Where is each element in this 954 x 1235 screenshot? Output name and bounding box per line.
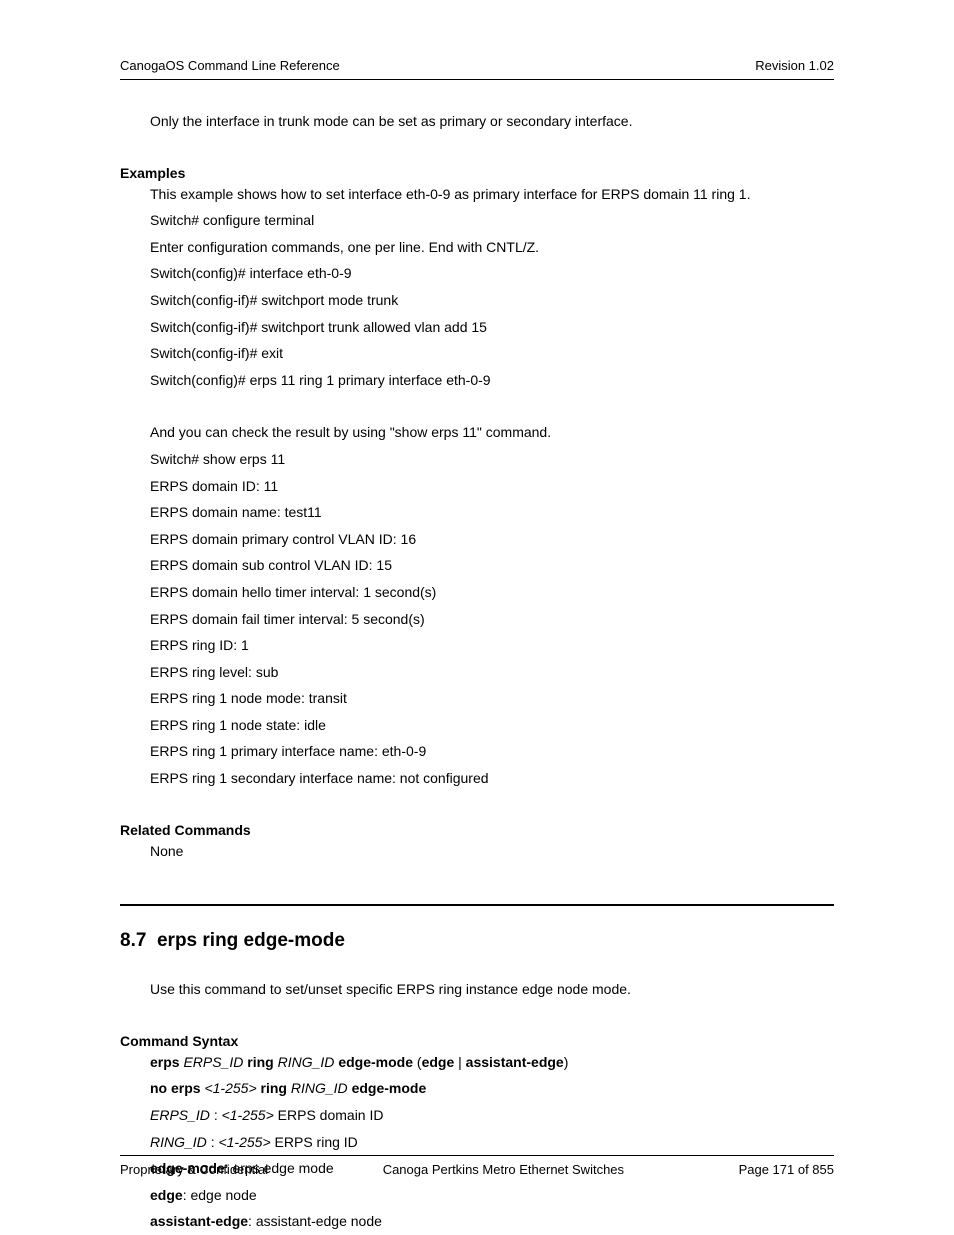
page: CanogaOS Command Line Reference Revision…: [0, 0, 954, 1235]
syntax-token: RING_ID: [291, 1080, 352, 1096]
syntax-token: RING_ID: [150, 1134, 211, 1150]
example-line: Switch(config)# interface eth-0-9: [150, 260, 834, 287]
syntax-token: ERPS_ID: [150, 1107, 214, 1123]
example-line: ERPS ring ID: 1: [150, 632, 834, 659]
example-line: Switch(config-if)# switchport trunk allo…: [150, 314, 834, 341]
syntax-token: assistant-edge: [150, 1213, 248, 1229]
syntax-token: |: [454, 1054, 465, 1070]
syntax-token: : assistant-edge node: [248, 1213, 382, 1229]
example-line: ERPS domain hello timer interval: 1 seco…: [150, 579, 834, 606]
intro-block: Only the interface in trunk mode can be …: [120, 108, 834, 135]
syntax-token: ERPS ring ID: [271, 1134, 358, 1150]
header-left: CanogaOS Command Line Reference: [120, 58, 340, 73]
blank-line: [150, 393, 834, 419]
section-intro: Use this command to set/unset specific E…: [150, 976, 834, 1003]
syntax-token: edge: [422, 1054, 455, 1070]
footer-center: Canoga Pertkins Metro Ethernet Switches: [383, 1162, 624, 1177]
command-syntax-label: Command Syntax: [120, 1033, 834, 1049]
example-line: ERPS ring 1 node state: idle: [150, 712, 834, 739]
syntax-token: edge: [150, 1187, 183, 1203]
command-syntax-block: erps ERPS_ID ring RING_ID edge-mode (edg…: [120, 1049, 834, 1235]
example-line: This example shows how to set interface …: [150, 181, 834, 208]
syntax-line: erps ERPS_ID ring RING_ID edge-mode (edg…: [150, 1049, 834, 1076]
example-line: Switch(config)# erps 11 ring 1 primary i…: [150, 367, 834, 394]
header-bar: CanogaOS Command Line Reference Revision…: [120, 58, 834, 80]
syntax-token: ERPS domain ID: [274, 1107, 384, 1123]
examples-block: This example shows how to set interface …: [120, 181, 834, 792]
example-line: ERPS domain primary control VLAN ID: 16: [150, 526, 834, 553]
example-line: ERPS domain sub control VLAN ID: 15: [150, 552, 834, 579]
intro-line: Only the interface in trunk mode can be …: [150, 108, 834, 135]
syntax-line: RING_ID : <1-255> ERPS ring ID: [150, 1129, 834, 1156]
syntax-token: edge-mode: [338, 1054, 417, 1070]
syntax-line: assistant-edge: assistant-edge node: [150, 1208, 834, 1235]
syntax-token: assistant-edge: [466, 1054, 564, 1070]
syntax-line: ERPS_ID : <1-255> ERPS domain ID: [150, 1102, 834, 1129]
example-line: ERPS ring 1 secondary interface name: no…: [150, 765, 834, 792]
syntax-token: : edge node: [183, 1187, 257, 1203]
related-commands-block: None: [120, 838, 834, 865]
example-line: ERPS domain ID: 11: [150, 473, 834, 500]
related-commands-value: None: [150, 838, 834, 865]
syntax-line: edge: edge node: [150, 1182, 834, 1209]
example-line: Switch# show erps 11: [150, 446, 834, 473]
example-line: Switch(config-if)# switchport mode trunk: [150, 287, 834, 314]
example-line: ERPS ring level: sub: [150, 659, 834, 686]
example-line: ERPS domain name: test11: [150, 499, 834, 526]
syntax-token: RING_ID: [278, 1054, 339, 1070]
syntax-token: <1-255>: [218, 1134, 270, 1150]
example-line: ERPS domain fail timer interval: 5 secon…: [150, 606, 834, 633]
syntax-token: ring: [261, 1080, 291, 1096]
syntax-token: ring: [247, 1054, 277, 1070]
examples-label: Examples: [120, 165, 834, 181]
syntax-token: edge-mode: [352, 1080, 427, 1096]
example-line: And you can check the result by using "s…: [150, 419, 834, 446]
section-number: 8.7: [120, 930, 146, 951]
example-line: Switch# configure terminal: [150, 207, 834, 234]
section-divider: [120, 904, 834, 906]
example-line: Switch(config-if)# exit: [150, 340, 834, 367]
footer-bar: Proprietary & Confidential Canoga Pertki…: [120, 1155, 834, 1177]
section-heading: 8.7 erps ring edge-mode: [120, 930, 834, 952]
example-line: ERPS ring 1 node mode: transit: [150, 685, 834, 712]
syntax-line: no erps <1-255> ring RING_ID edge-mode: [150, 1075, 834, 1102]
section-intro-block: Use this command to set/unset specific E…: [120, 976, 834, 1003]
section-title: erps ring edge-mode: [157, 930, 345, 951]
syntax-token: <1-255>: [222, 1107, 274, 1123]
syntax-token: erps: [150, 1054, 183, 1070]
syntax-token: ): [564, 1054, 569, 1070]
footer-right: Page 171 of 855: [739, 1162, 834, 1177]
related-commands-label: Related Commands: [120, 822, 834, 838]
example-line: Enter configuration commands, one per li…: [150, 234, 834, 261]
syntax-token: :: [214, 1107, 222, 1123]
syntax-token: no erps: [150, 1080, 204, 1096]
syntax-token: ERPS_ID: [183, 1054, 247, 1070]
header-right: Revision 1.02: [755, 58, 834, 73]
footer-left: Proprietary & Confidential: [120, 1162, 268, 1177]
syntax-token: <1-255>: [204, 1080, 260, 1096]
example-line: ERPS ring 1 primary interface name: eth-…: [150, 738, 834, 765]
